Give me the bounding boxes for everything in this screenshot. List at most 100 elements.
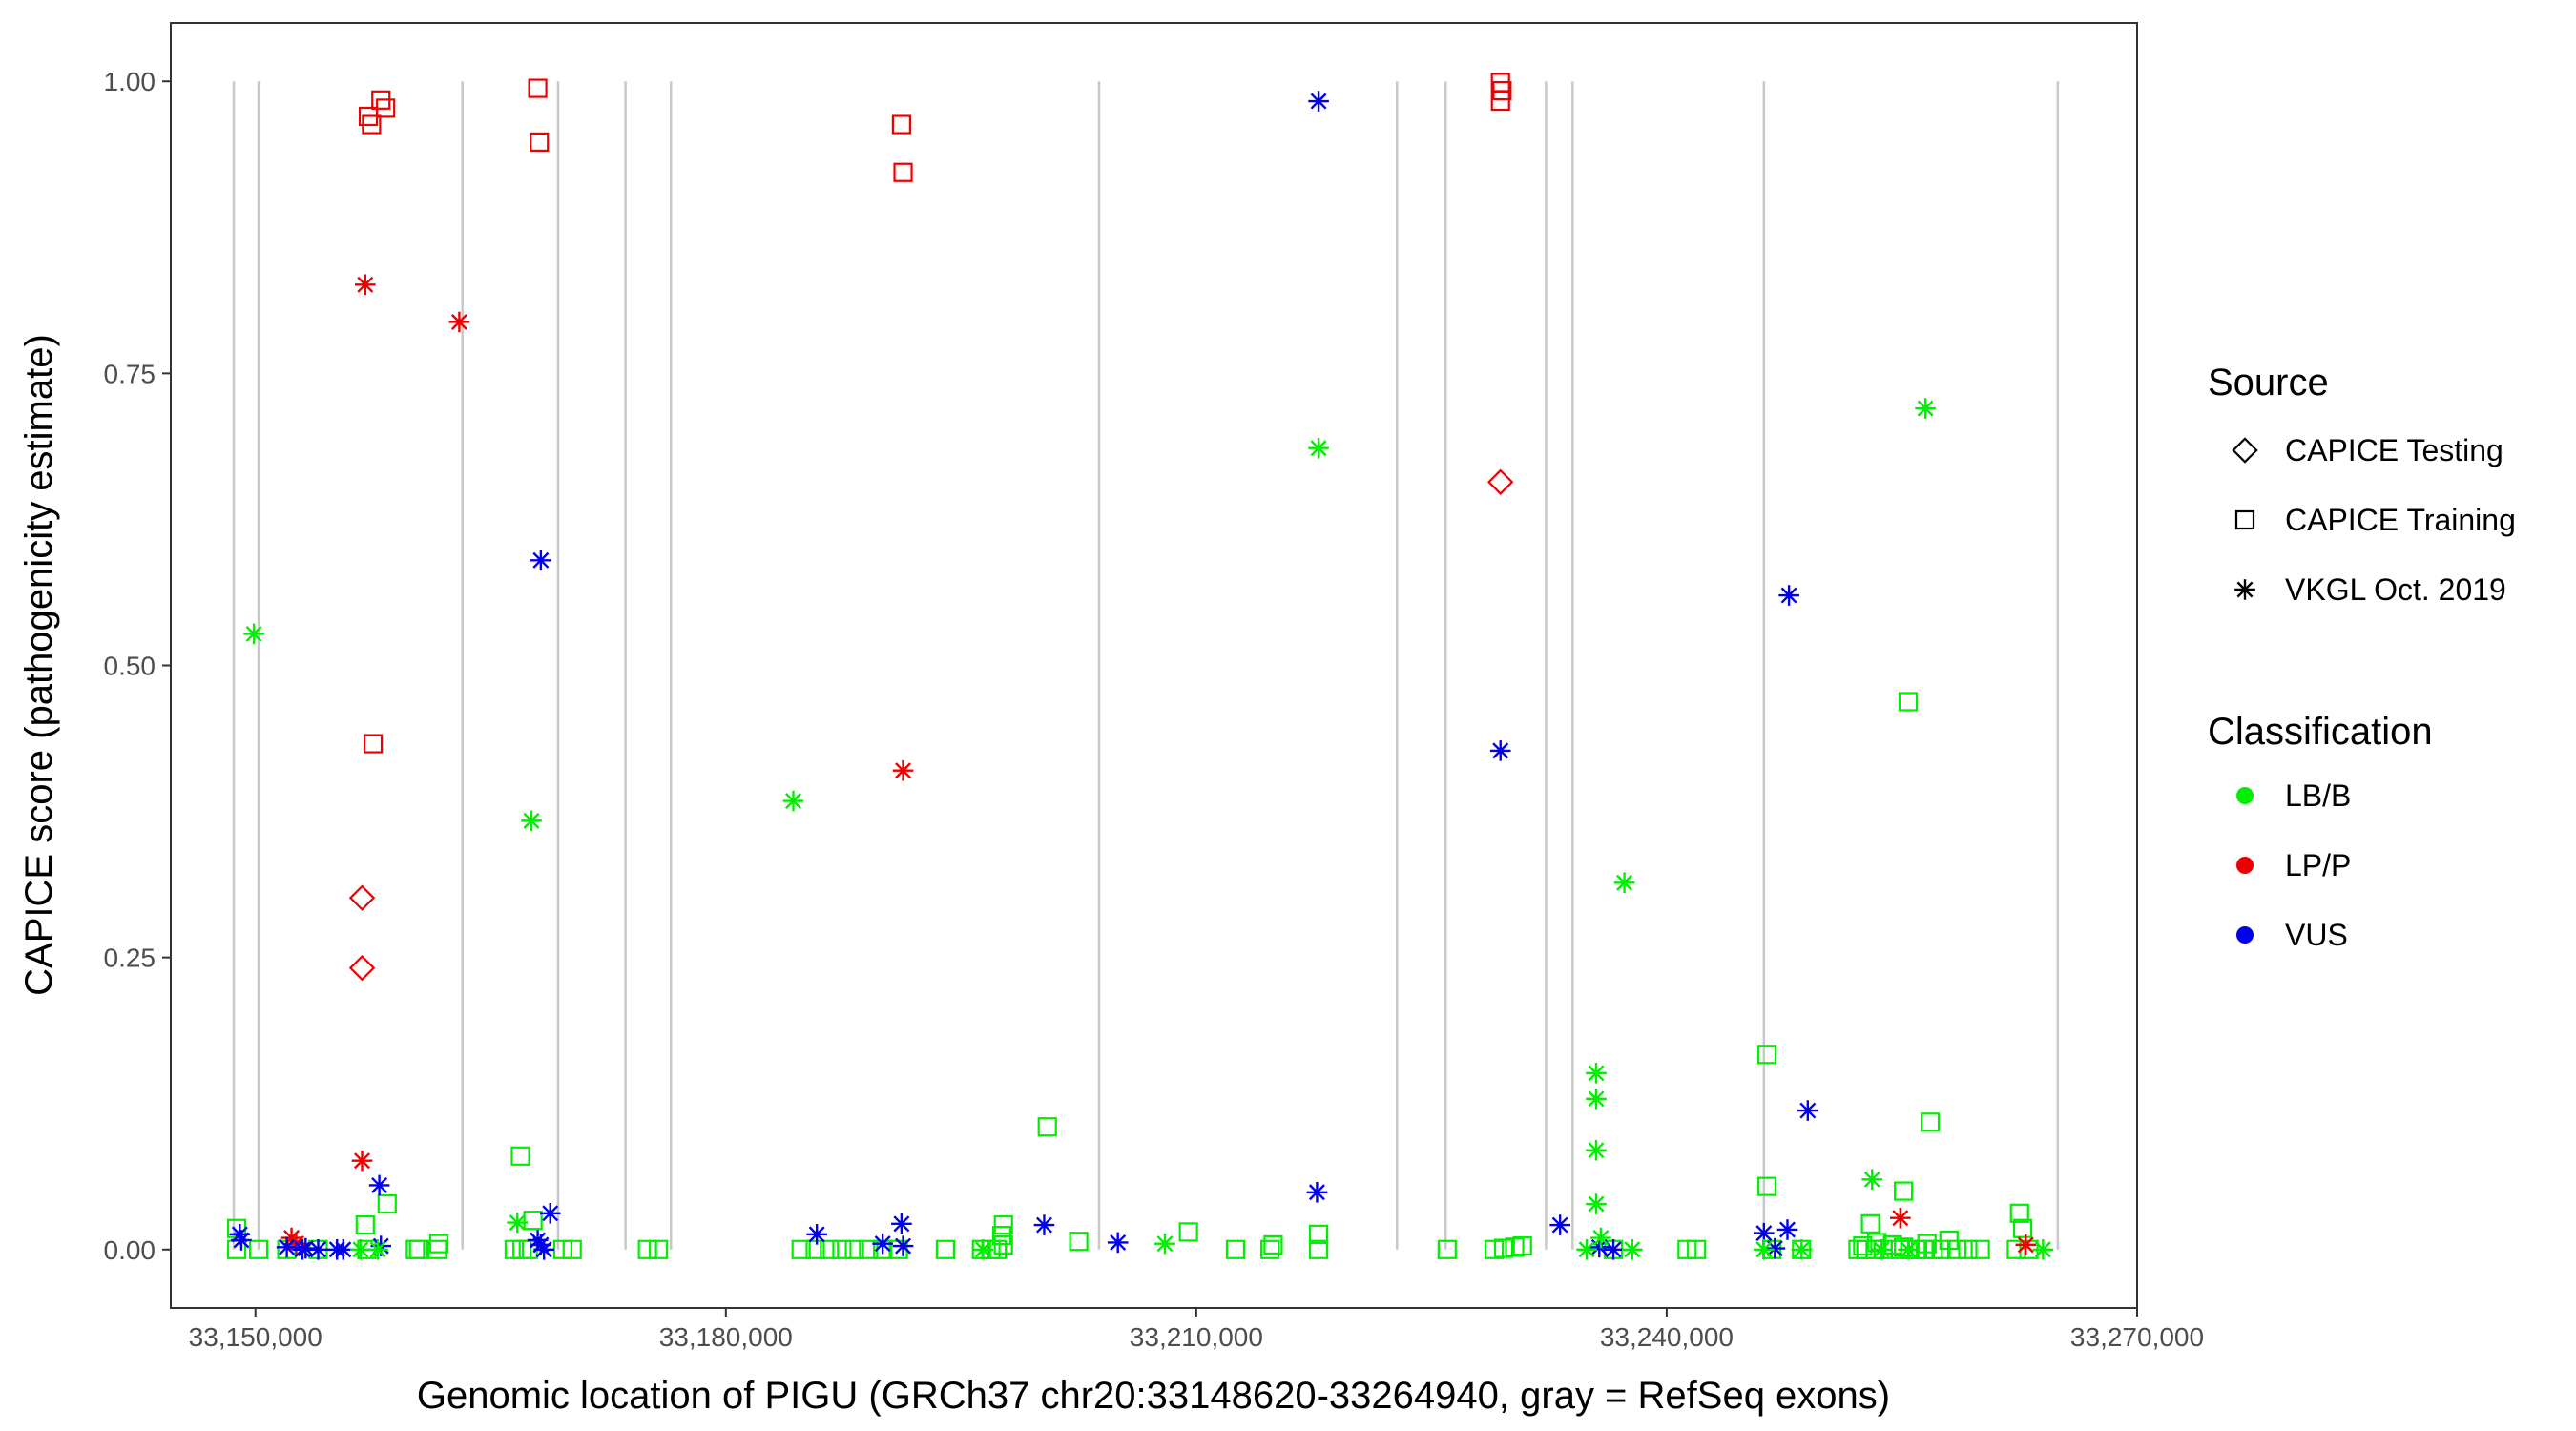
y-tick-label: 1.00 bbox=[104, 67, 156, 96]
legend-key-diamond bbox=[2232, 437, 2258, 464]
point-capice-training-lb-b bbox=[408, 1239, 428, 1259]
point-capice-training-lb-b bbox=[1225, 1239, 1246, 1259]
point-vkgl-oct-2019-vus bbox=[806, 1224, 827, 1245]
legend-classification-label: LP/P bbox=[2285, 848, 2351, 882]
legend-classification-label: VUS bbox=[2285, 918, 2348, 952]
point-vkgl-oct-2019-lb-b bbox=[1586, 1193, 1607, 1214]
point-capice-training-lb-b bbox=[1853, 1235, 1873, 1256]
point-capice-training-lb-b bbox=[2012, 1218, 2033, 1238]
point-vkgl-oct-2019-vus bbox=[1797, 1100, 1818, 1121]
point-capice-training-lb-b bbox=[1958, 1239, 1978, 1259]
point-vkgl-oct-2019-vus bbox=[891, 1213, 912, 1234]
point-vkgl-oct-2019-vus bbox=[892, 1235, 914, 1256]
point-vkgl-oct-2019-lp-p bbox=[2015, 1234, 2037, 1255]
x-axis-title: Genomic location of PIGU (GRCh37 chr20:3… bbox=[417, 1375, 1890, 1417]
point-vkgl-oct-2019-vus bbox=[1778, 585, 1799, 606]
point-vkgl-oct-2019-vus bbox=[1549, 1214, 1570, 1235]
point-vkgl-oct-2019-lb-b bbox=[1576, 1238, 1597, 1260]
point-capice-training-lb-b bbox=[1687, 1239, 1707, 1259]
point-vkgl-oct-2019-vus bbox=[530, 550, 551, 571]
y-tick-label: 0.00 bbox=[104, 1235, 156, 1265]
point-capice-training-lp-p bbox=[528, 78, 548, 98]
point-capice-training-lb-b bbox=[2009, 1203, 2029, 1223]
point-capice-training-lb-b bbox=[1512, 1235, 1532, 1256]
point-vkgl-oct-2019-lb-b bbox=[2032, 1238, 2054, 1260]
point-capice-training-lb-b bbox=[1069, 1232, 1089, 1252]
point-vkgl-oct-2019-lb-b bbox=[1754, 1238, 1775, 1260]
legend-classification-items: LB/B LP/P VUS bbox=[2236, 778, 2351, 952]
point-capice-training-lb-b bbox=[1946, 1239, 1967, 1259]
point-capice-training-lb-b bbox=[1437, 1239, 1457, 1259]
legend-key-square bbox=[2234, 509, 2255, 530]
point-vkgl-oct-2019-lb-b bbox=[1590, 1227, 1611, 1249]
point-vkgl-oct-2019-lb-b bbox=[972, 1238, 994, 1260]
point-capice-training-lp-p bbox=[1490, 91, 1510, 112]
point-vkgl-oct-2019-vus bbox=[533, 1238, 554, 1260]
point-capice-training-lb-b bbox=[791, 1239, 811, 1259]
point-capice-training-lb-b bbox=[844, 1239, 864, 1259]
legend-classification-label: LB/B bbox=[2285, 778, 2351, 813]
point-vkgl-oct-2019-lp-p bbox=[354, 274, 376, 296]
point-capice-training-lb-b bbox=[1920, 1112, 1941, 1132]
x-tick-label: 33,180,000 bbox=[659, 1322, 793, 1352]
point-capice-testing-lp-p bbox=[1487, 468, 1514, 495]
point-vkgl-oct-2019-lb-b bbox=[367, 1238, 388, 1260]
point-vkgl-oct-2019-lp-p bbox=[448, 311, 470, 333]
y-tick-label: 0.75 bbox=[104, 359, 156, 388]
x-tick-label: 33,240,000 bbox=[1600, 1322, 1734, 1352]
point-vkgl-oct-2019-vus bbox=[1306, 1181, 1328, 1203]
point-capice-training-lp-p bbox=[893, 162, 913, 182]
point-capice-training-lb-b bbox=[510, 1146, 530, 1166]
point-capice-training-lb-b bbox=[935, 1239, 956, 1259]
point-capice-training-lb-b bbox=[1178, 1222, 1198, 1242]
point-capice-testing-lp-p bbox=[348, 884, 376, 911]
point-vkgl-oct-2019-lb-b bbox=[1791, 1238, 1813, 1260]
point-vkgl-oct-2019-vus bbox=[231, 1230, 252, 1251]
point-capice-training-lb-b bbox=[428, 1234, 449, 1254]
point-vkgl-oct-2019-vus bbox=[1033, 1214, 1055, 1235]
point-capice-training-lb-b bbox=[1898, 692, 1919, 712]
point-vkgl-oct-2019-vus bbox=[1489, 740, 1511, 761]
legend-key-dot bbox=[2236, 787, 2254, 804]
point-capice-training-lb-b bbox=[1894, 1181, 1914, 1201]
point-capice-training-lb-b bbox=[427, 1239, 447, 1259]
point-capice-training-lb-b bbox=[355, 1214, 375, 1235]
point-capice-training-lb-b bbox=[523, 1211, 543, 1231]
y-tick-label: 0.25 bbox=[104, 944, 156, 973]
point-capice-training-lp-p bbox=[530, 132, 550, 153]
x-tick-label: 33,150,000 bbox=[189, 1322, 322, 1352]
point-capice-training-lb-b bbox=[1493, 1238, 1514, 1258]
point-vkgl-oct-2019-lb-b bbox=[521, 810, 542, 832]
y-axis-title: CAPICE score (pathogenicity estimate) bbox=[18, 334, 60, 996]
point-vkgl-oct-2019-lb-b bbox=[1871, 1238, 1892, 1260]
point-vkgl-oct-2019-vus bbox=[1764, 1237, 1786, 1259]
point-capice-training-lp-p bbox=[1492, 80, 1512, 101]
point-vkgl-oct-2019-lb-b bbox=[782, 790, 804, 812]
point-vkgl-oct-2019-lb-b bbox=[1915, 398, 1936, 419]
point-capice-training-lb-b bbox=[649, 1239, 669, 1259]
legend-source-label: VKGL Oct. 2019 bbox=[2285, 572, 2506, 607]
x-tick-label: 33,270,000 bbox=[2070, 1322, 2204, 1352]
point-vkgl-oct-2019-lb-b bbox=[1586, 1089, 1607, 1110]
point-capice-training-lb-b bbox=[832, 1239, 852, 1259]
point-capice-training-lb-b bbox=[637, 1239, 657, 1259]
point-capice-training-lb-b bbox=[1308, 1224, 1329, 1244]
point-vkgl-oct-2019-vus bbox=[332, 1238, 354, 1260]
legend-key-asterisk bbox=[2234, 579, 2255, 600]
legend-key-dot bbox=[2236, 857, 2254, 874]
point-vkgl-oct-2019-lb-b bbox=[1586, 1139, 1607, 1161]
point-capice-testing-lp-p bbox=[348, 954, 376, 982]
point-capice-training-lb-b bbox=[993, 1214, 1013, 1235]
point-capice-training-lb-b bbox=[562, 1239, 582, 1259]
point-vkgl-oct-2019-vus bbox=[1308, 91, 1329, 112]
point-vkgl-oct-2019-vus bbox=[295, 1237, 317, 1259]
point-capice-training-lb-b bbox=[1931, 1239, 1951, 1259]
point-capice-training-lb-b bbox=[377, 1193, 397, 1214]
point-vkgl-oct-2019-lb-b bbox=[1898, 1238, 1919, 1260]
point-capice-training-lb-b bbox=[1263, 1234, 1283, 1255]
point-capice-training-lp-p bbox=[363, 734, 384, 754]
point-capice-training-lb-b bbox=[1860, 1213, 1880, 1234]
legend-source-label: CAPICE Testing bbox=[2285, 433, 2503, 467]
